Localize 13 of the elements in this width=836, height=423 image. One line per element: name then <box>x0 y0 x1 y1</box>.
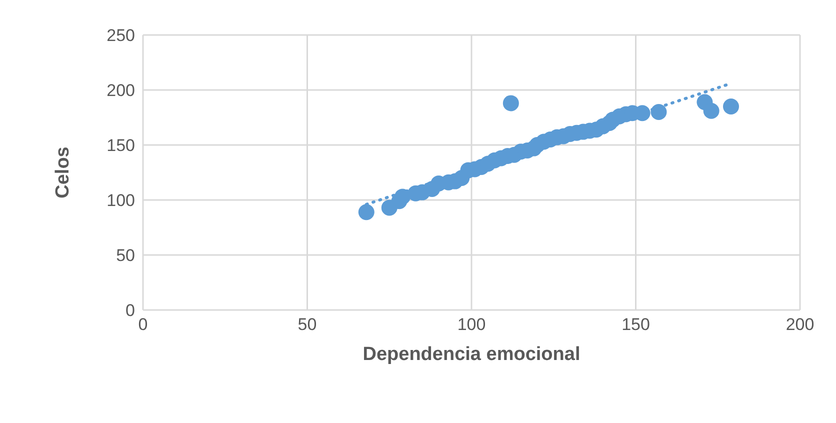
y-tick-label: 50 <box>116 246 135 266</box>
x-tick-label: 50 <box>298 315 317 334</box>
x-tick-label: 0 <box>138 315 148 334</box>
y-tick-label: 250 <box>106 26 135 46</box>
x-tick-label: 150 <box>622 315 650 334</box>
x-tick-label: 200 <box>786 315 814 334</box>
x-axis-title: Dependencia emocional <box>362 344 580 365</box>
y-axis-title: Celos <box>52 146 74 198</box>
y-tick-label: 200 <box>106 81 135 100</box>
x-tick-label: 100 <box>457 315 486 334</box>
y-tick-label: 150 <box>106 136 135 156</box>
y-tick-label: 0 <box>126 301 135 320</box>
y-tick-label: 100 <box>106 191 135 210</box>
